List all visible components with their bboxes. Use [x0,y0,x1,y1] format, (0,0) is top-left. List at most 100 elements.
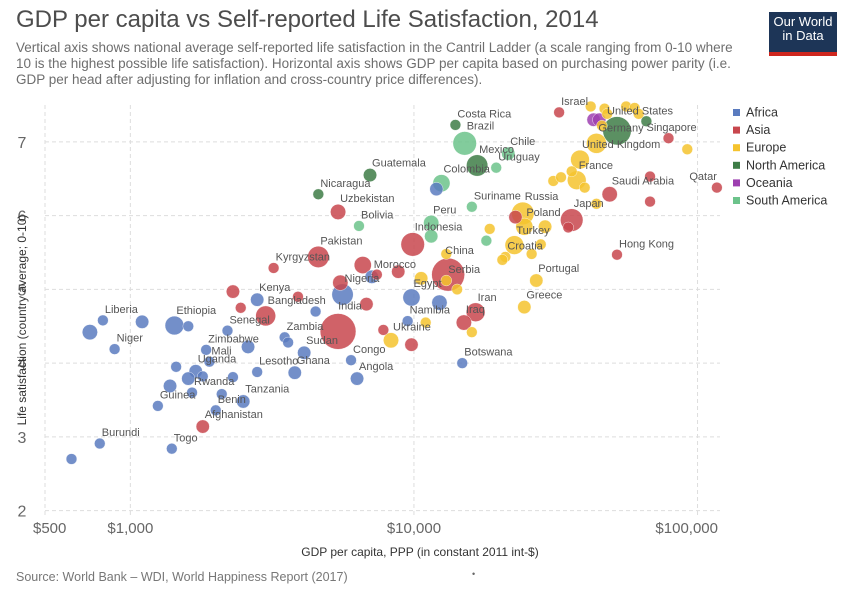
data-point[interactable] [662,132,675,144]
data-point[interactable] [440,248,452,260]
data-point[interactable] [562,221,574,234]
data-point[interactable] [363,168,377,182]
data-point[interactable] [596,120,608,132]
data-point[interactable] [353,220,365,232]
data-point[interactable] [400,232,425,257]
data-point[interactable] [350,371,364,386]
data-point[interactable] [241,339,255,354]
data-point[interactable] [166,443,178,455]
data-point[interactable] [504,235,524,255]
data-point[interactable] [371,269,383,281]
legend-item[interactable]: South America [746,194,827,208]
data-point[interactable] [452,131,477,156]
legend-item[interactable]: Africa [746,106,778,120]
data-point[interactable] [440,274,452,287]
data-point[interactable] [287,365,302,380]
data-point[interactable] [195,419,210,434]
data-point[interactable] [451,283,463,295]
data-point[interactable] [517,300,532,314]
data-point[interactable] [210,404,222,416]
legend-item[interactable]: Asia [746,123,770,137]
data-point[interactable] [501,146,516,161]
data-point[interactable] [590,198,603,210]
data-point[interactable] [431,294,448,311]
data-point[interactable] [466,326,478,338]
data-point[interactable] [601,108,613,120]
legend-item[interactable]: Europe [746,141,786,155]
legend-item[interactable]: North America [746,158,825,172]
data-point[interactable] [109,343,121,355]
data-point[interactable] [484,223,496,235]
data-point[interactable] [297,345,312,360]
data-point[interactable] [644,196,656,208]
data-point[interactable] [601,186,618,203]
data-point[interactable] [585,100,597,113]
data-point[interactable] [456,357,468,369]
data-point[interactable] [332,274,349,291]
data-point[interactable] [319,313,357,350]
data-point[interactable] [496,254,508,266]
data-point[interactable] [292,291,304,303]
data-point[interactable] [203,356,216,368]
data-point[interactable] [490,162,502,174]
data-point[interactable] [526,248,538,260]
data-point[interactable] [221,325,234,337]
data-point[interactable] [65,453,78,465]
data-point[interactable] [449,119,461,131]
data-point[interactable] [197,370,209,383]
data-point[interactable] [529,273,544,288]
data-point[interactable] [391,264,406,279]
data-point[interactable] [555,171,567,183]
data-point[interactable] [255,305,276,327]
data-point[interactable] [611,249,623,261]
data-point[interactable] [82,324,98,341]
data-point[interactable] [404,337,419,352]
data-point[interactable] [163,379,177,393]
data-point[interactable] [135,314,150,329]
data-point[interactable] [455,314,472,331]
data-point[interactable] [250,292,265,307]
data-point[interactable] [164,315,185,336]
data-point[interactable] [170,361,182,373]
data-point[interactable] [553,106,565,118]
data-point[interactable] [711,182,723,194]
data-point[interactable] [586,133,607,154]
data-point[interactable] [538,219,552,234]
data-point[interactable] [480,235,492,247]
data-point[interactable] [330,204,346,220]
data-point[interactable] [200,344,212,356]
data-point[interactable] [182,320,194,332]
data-point[interactable] [681,143,693,155]
data-point[interactable] [508,210,523,225]
data-point[interactable] [466,302,486,322]
data-point[interactable] [535,238,547,250]
data-point[interactable] [312,188,324,200]
data-point[interactable] [186,387,198,399]
data-point[interactable] [353,256,372,274]
data-point[interactable] [282,336,294,349]
data-point[interactable] [152,400,164,412]
owid-logo[interactable]: Our World in Data [769,12,837,56]
data-point[interactable] [345,354,357,366]
data-point[interactable] [97,314,109,326]
data-point[interactable] [216,388,228,400]
data-point[interactable] [310,305,322,318]
data-point[interactable] [307,246,330,268]
data-point[interactable] [181,371,196,386]
data-point[interactable] [236,394,251,409]
data-point[interactable] [420,316,432,329]
data-point[interactable] [640,115,652,127]
data-point[interactable] [515,217,534,236]
data-point[interactable] [359,297,374,312]
data-point[interactable] [268,262,280,274]
data-point[interactable] [235,302,247,314]
data-point[interactable] [226,284,240,299]
data-point[interactable] [402,288,421,307]
data-point[interactable] [566,165,578,177]
data-point[interactable] [429,182,444,196]
data-point[interactable] [466,154,489,177]
data-point[interactable] [227,371,239,383]
data-point[interactable] [570,149,590,170]
data-point[interactable] [414,271,429,286]
data-point[interactable] [579,182,591,194]
